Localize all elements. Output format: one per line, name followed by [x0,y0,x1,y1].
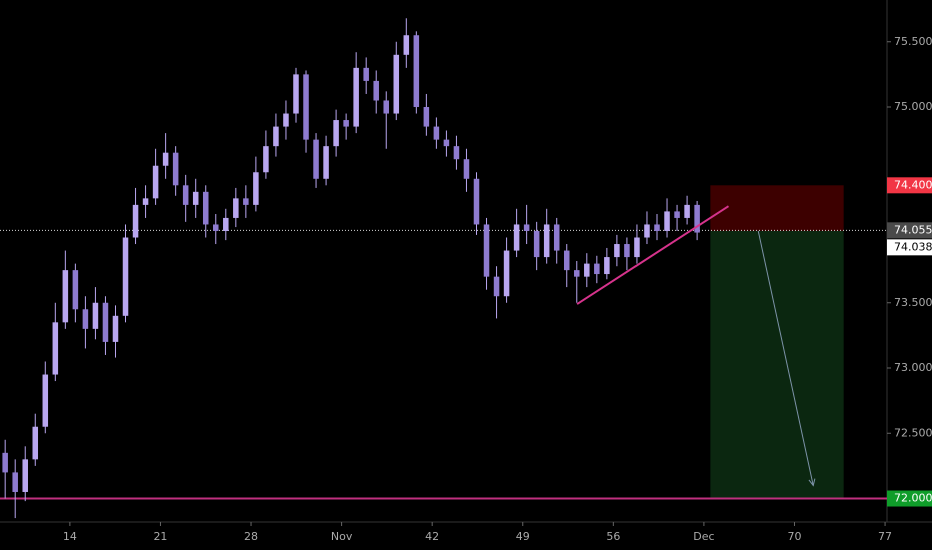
y-tick-label: 73.500 [894,296,932,309]
candle-body [283,113,289,127]
candle-body [233,198,239,218]
candle-body [433,126,440,140]
candle-body [172,152,179,186]
price-label-box [887,490,932,507]
candle-body [453,146,460,160]
candle-body [213,224,219,231]
candle-body [463,159,470,179]
x-tick-label: 49 [516,530,530,543]
candle-body [624,244,630,258]
price-label-box [887,222,932,239]
candle-body [152,165,159,199]
candle-body [102,302,109,342]
x-tick-label: 21 [153,530,167,543]
candle-body [22,459,28,492]
stop-zone [710,185,844,231]
candle-body [654,224,660,231]
price-label: 74.400 [894,178,932,191]
candle-body [353,67,359,127]
candle-body [122,237,129,316]
candle-body [202,191,209,225]
candle-body [413,35,420,108]
candle-body [92,302,99,329]
candle-body [363,67,369,81]
x-tick-label: 70 [787,530,801,543]
x-tick-label: 77 [878,530,892,543]
candle-body [293,74,299,114]
candle-body [42,374,49,427]
x-tick-label: Dec [693,530,714,543]
candle-body [503,250,510,297]
candle-body [483,224,490,277]
candle-body [563,250,570,271]
price-label: 74.038 [894,240,932,253]
x-tick-label: 56 [606,530,620,543]
target-zone [710,230,844,499]
candle-body [543,224,550,258]
candle-body [513,224,520,251]
candle-body [82,309,89,329]
candle-body [303,74,309,140]
candle-body [273,126,279,147]
candle-body [313,139,319,179]
x-tick-label: 28 [244,530,258,543]
candle-body [423,107,430,127]
price-label: 72.000 [894,492,932,505]
candle-body [373,80,379,101]
candle-body [112,315,119,342]
x-tick-label: Nov [331,530,353,543]
candle-body [403,35,410,55]
candle-body [182,185,189,205]
candle-body [393,54,400,114]
candle-body [263,146,269,173]
candle-body [584,263,590,277]
x-tick-label: 14 [63,530,77,543]
candle-body [674,211,680,218]
candle-body [684,204,690,218]
candle-body [12,472,18,492]
candle-body [32,426,39,460]
arrow-head [808,478,816,487]
candle-body [52,322,59,375]
candle-body [383,100,390,114]
arrow [757,230,814,486]
candle-body [223,217,229,231]
candle-body [343,120,349,127]
candle-body [333,120,339,147]
candle-body [473,178,480,225]
candle-body [443,139,450,147]
y-tick-label: 73.000 [894,361,932,374]
candle-body [493,276,500,297]
candle-body [2,452,8,473]
y-tick-label: 75.500 [894,35,932,48]
candle-body [192,191,199,205]
candle-body [644,224,650,238]
candle-body [323,146,329,179]
price-label-box [887,177,932,194]
y-tick-label: 75.000 [894,100,932,113]
candle-body [162,152,169,166]
candle-body [253,172,259,205]
candle-body [664,211,670,231]
candle-body [574,270,580,277]
candle-body [243,198,249,205]
candle-body [553,224,560,251]
candle-body [72,270,79,310]
candle-body [604,257,610,275]
candle-body [132,204,139,238]
candle-body [694,204,700,233]
candle-body [634,237,640,258]
trendline [576,205,730,305]
candle-body [594,263,600,275]
candle-body [533,230,540,258]
price-label: 74.055 [894,223,932,236]
x-tick-label: 42 [425,530,439,543]
candle-body [614,244,620,258]
candle-body [142,198,149,205]
price-label-box [887,239,932,256]
candle-body [62,270,69,323]
candle-body [523,224,530,231]
y-tick-label: 72.500 [894,426,932,439]
